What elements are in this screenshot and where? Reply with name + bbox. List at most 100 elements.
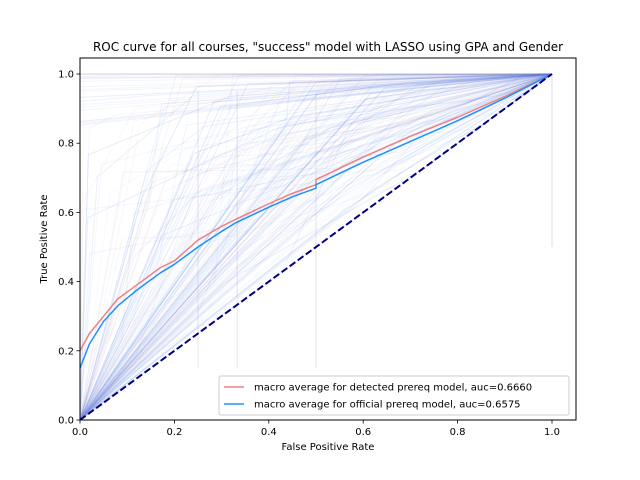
course-roc-line <box>80 73 553 105</box>
x-tick-label: 0.0 <box>72 427 88 438</box>
course-roc-line <box>80 73 553 420</box>
course-roc-line <box>80 73 553 420</box>
course-roc-line <box>80 73 553 420</box>
course-roc-line <box>80 73 553 420</box>
course-roc-line <box>80 73 553 420</box>
course-roc-line <box>80 73 553 420</box>
course-roc-line <box>80 73 553 420</box>
course-roc-line <box>80 73 553 420</box>
x-axis-label: False Positive Rate <box>282 442 375 453</box>
course-roc-line <box>80 73 553 88</box>
course-roc-line <box>80 73 553 420</box>
course-roc-line <box>80 73 553 420</box>
chart-title: ROC curve for all courses, "success" mod… <box>93 40 563 54</box>
course-roc-line <box>80 73 553 420</box>
course-roc-line <box>80 73 553 420</box>
course-roc-line <box>80 73 553 111</box>
course-roc-line <box>80 73 553 420</box>
course-roc-line <box>80 73 553 420</box>
course-roc-line <box>80 73 553 420</box>
course-roc-line <box>80 73 553 125</box>
course-roc-line <box>80 73 553 420</box>
course-roc-line <box>80 73 553 420</box>
course-roc-line <box>80 73 553 420</box>
course-roc-line <box>80 73 553 420</box>
course-roc-line <box>80 73 553 420</box>
course-roc-line <box>80 73 553 420</box>
course-roc-line <box>80 73 553 420</box>
course-roc-line <box>80 73 553 420</box>
x-axis-ticks: 0.0 0.2 0.4 0.6 0.8 1.0 <box>72 420 560 438</box>
course-roc-line <box>80 73 553 420</box>
course-roc-line <box>80 73 553 420</box>
course-roc-line <box>80 73 553 420</box>
course-roc-line <box>80 73 553 420</box>
course-roc-line <box>80 73 553 420</box>
course-roc-line <box>80 73 553 420</box>
course-roc-line <box>80 73 553 420</box>
course-roc-line <box>80 73 553 123</box>
course-roc-line <box>80 73 553 420</box>
legend-label-detected: macro average for detected prereq model,… <box>254 383 532 394</box>
course-roc-line <box>80 73 553 420</box>
course-roc-line <box>80 73 553 420</box>
course-roc-line <box>80 73 553 420</box>
course-roc-line <box>80 73 553 420</box>
course-roc-line <box>80 73 553 420</box>
y-tick-label: 0.6 <box>58 208 74 219</box>
y-tick-label: 1.0 <box>58 70 74 81</box>
course-roc-line <box>80 73 553 420</box>
course-roc-line <box>80 73 553 420</box>
course-roc-line <box>80 73 553 420</box>
course-roc-line <box>80 73 553 420</box>
course-roc-line <box>80 73 553 82</box>
macro-average-detected-line <box>80 73 553 352</box>
course-roc-line <box>80 73 553 420</box>
course-roc-line <box>80 73 553 420</box>
course-roc-line <box>80 73 553 420</box>
course-roc-line <box>80 73 553 420</box>
y-axis-ticks: 0.0 0.2 0.4 0.6 0.8 1.0 <box>58 70 80 427</box>
course-roc-line <box>80 73 553 420</box>
course-roc-line <box>80 73 553 126</box>
course-roc-line <box>80 73 553 124</box>
course-roc-line <box>80 73 553 420</box>
course-roc-line <box>80 73 553 420</box>
course-roc-line <box>80 73 553 420</box>
course-roc-line <box>80 73 553 420</box>
course-roc-line <box>80 73 553 420</box>
course-roc-line <box>80 73 553 122</box>
x-tick-label: 0.4 <box>261 427 277 438</box>
course-roc-line <box>80 73 553 420</box>
course-roc-line <box>80 73 553 420</box>
course-roc-line <box>80 73 553 420</box>
course-roc-line <box>80 73 553 79</box>
course-roc-line <box>80 73 553 420</box>
course-roc-line <box>80 73 553 420</box>
course-roc-line <box>80 73 553 420</box>
course-roc-line <box>80 73 553 420</box>
legend-label-official: macro average for official prereq model,… <box>254 400 521 411</box>
course-roc-line <box>80 73 553 420</box>
course-roc-line <box>80 73 553 420</box>
course-roc-line <box>80 73 553 420</box>
course-roc-line <box>80 73 553 420</box>
course-roc-line <box>80 73 553 420</box>
course-roc-line <box>80 73 553 420</box>
course-roc-line <box>80 73 553 420</box>
course-roc-line <box>80 73 553 420</box>
course-roc-line <box>80 73 553 420</box>
course-roc-line <box>80 73 553 420</box>
course-roc-line <box>80 73 553 420</box>
course-roc-line <box>80 73 553 420</box>
course-roc-line <box>80 73 553 420</box>
y-tick-label: 0.2 <box>58 346 74 357</box>
course-roc-line <box>80 73 553 420</box>
course-roc-line <box>80 73 553 420</box>
course-roc-line <box>80 73 553 98</box>
x-tick-label: 1.0 <box>544 427 560 438</box>
course-roc-line <box>80 73 553 420</box>
course-roc-line <box>80 73 553 79</box>
course-roc-line <box>80 73 553 420</box>
